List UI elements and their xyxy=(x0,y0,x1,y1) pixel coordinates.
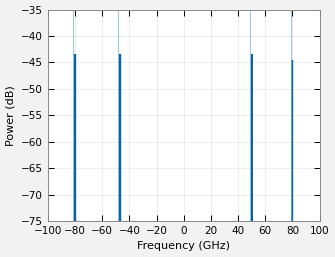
X-axis label: Frequency (GHz): Frequency (GHz) xyxy=(137,241,230,251)
Y-axis label: Power (dB): Power (dB) xyxy=(6,85,15,146)
